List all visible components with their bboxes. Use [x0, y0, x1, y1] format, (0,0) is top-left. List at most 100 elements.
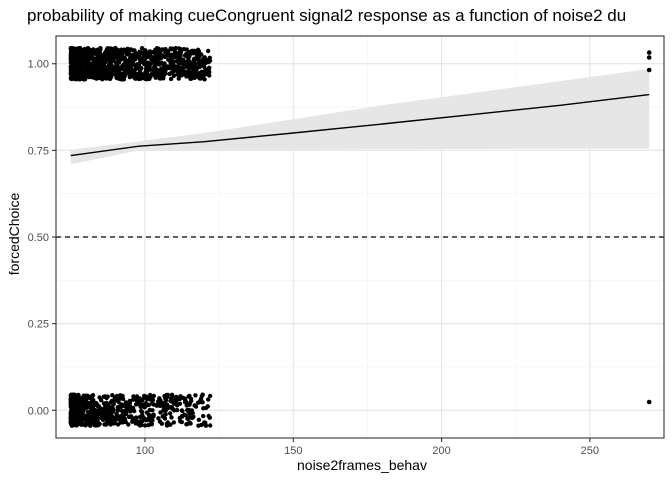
data-point	[208, 423, 213, 428]
data-point	[102, 403, 108, 408]
data-point	[188, 76, 193, 82]
data-point	[74, 54, 80, 59]
data-point	[186, 64, 192, 70]
data-point	[99, 69, 104, 74]
data-point	[178, 419, 183, 424]
data-point	[80, 407, 86, 413]
data-point	[77, 50, 83, 55]
data-point	[138, 58, 143, 63]
data-point	[92, 66, 98, 71]
data-point	[206, 57, 211, 62]
x-tick-label: 100	[136, 445, 154, 457]
data-point	[69, 53, 75, 58]
data-point	[111, 401, 116, 407]
data-point	[109, 416, 114, 421]
data-point	[194, 51, 200, 57]
data-point	[196, 72, 201, 78]
data-point	[78, 55, 83, 60]
data-point	[185, 407, 190, 413]
data-point	[115, 69, 121, 74]
data-point	[197, 64, 202, 70]
data-point	[98, 398, 104, 403]
data-point	[176, 76, 181, 81]
data-point	[142, 423, 148, 428]
data-point	[203, 420, 208, 425]
data-point	[137, 68, 143, 74]
data-point	[89, 52, 94, 57]
data-point	[180, 408, 185, 414]
data-point	[207, 393, 213, 399]
data-point	[174, 394, 179, 400]
data-point	[158, 55, 164, 61]
data-point	[148, 49, 154, 55]
data-point	[143, 76, 148, 82]
data-point	[139, 46, 145, 51]
data-point	[180, 60, 186, 65]
data-point	[119, 71, 125, 77]
y-axis-title: forcedChoice	[6, 193, 22, 276]
data-point	[159, 421, 165, 426]
data-point	[176, 46, 181, 51]
data-point	[157, 61, 163, 66]
data-point	[137, 414, 143, 420]
data-point	[166, 57, 171, 62]
data-point	[85, 409, 91, 415]
data-point	[207, 415, 212, 420]
data-point	[77, 415, 83, 420]
data-point	[87, 404, 93, 410]
data-point	[194, 67, 199, 72]
data-point	[96, 408, 101, 413]
data-point-outlier	[646, 67, 652, 73]
data-point	[89, 394, 94, 399]
data-point	[103, 49, 109, 54]
data-point	[137, 49, 142, 54]
data-point	[127, 61, 133, 67]
data-point	[77, 46, 83, 51]
data-point	[146, 423, 151, 428]
data-point	[163, 412, 168, 417]
data-point	[134, 415, 139, 420]
data-point	[192, 403, 197, 408]
data-point	[144, 418, 149, 423]
data-point	[205, 48, 211, 54]
data-point-outlier	[646, 399, 652, 405]
data-point	[88, 63, 93, 69]
data-point	[78, 412, 83, 417]
data-point	[126, 406, 131, 412]
data-point	[174, 52, 180, 57]
y-axis: 0.00 0.25 0.50 0.75 1.00	[28, 59, 56, 417]
data-point	[202, 64, 207, 70]
data-point	[178, 72, 183, 78]
data-point	[69, 69, 75, 74]
data-point	[69, 405, 74, 410]
data-point	[169, 396, 174, 401]
data-point	[183, 413, 188, 418]
data-point	[162, 393, 167, 399]
data-point	[193, 61, 198, 67]
data-point	[192, 57, 198, 62]
data-point	[190, 65, 195, 71]
data-point	[89, 419, 94, 425]
data-point	[130, 419, 135, 424]
data-point	[83, 50, 89, 55]
data-point	[133, 396, 138, 401]
data-point	[81, 75, 87, 81]
data-point-outlier	[646, 50, 652, 55]
data-point	[184, 74, 189, 79]
data-point	[161, 76, 166, 81]
data-point	[91, 48, 96, 53]
x-tick-label: 200	[432, 445, 450, 457]
data-point	[128, 65, 133, 70]
data-point	[181, 47, 187, 52]
data-point	[159, 66, 164, 71]
data-point	[164, 421, 170, 426]
data-point	[188, 72, 193, 78]
data-point	[168, 63, 174, 68]
chart-title: probability of making cueCongruent signa…	[27, 6, 626, 25]
data-point	[81, 399, 86, 404]
data-point	[156, 416, 161, 421]
data-point	[168, 76, 174, 82]
data-point	[196, 417, 202, 422]
data-point	[207, 65, 212, 71]
